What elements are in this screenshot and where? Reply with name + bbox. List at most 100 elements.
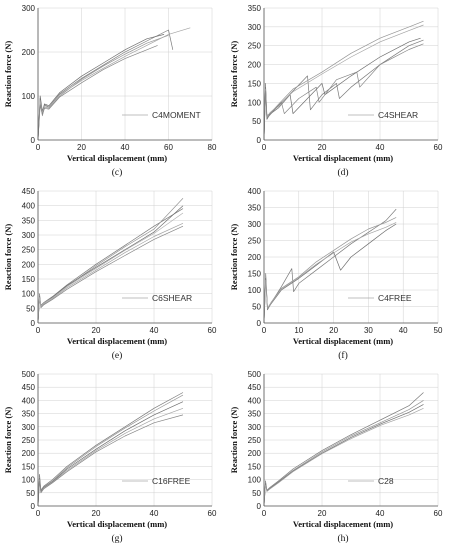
x-tick-label: 60: [208, 326, 217, 335]
y-tick-label: 450: [22, 383, 36, 392]
chart-svg: 0 20 40 60 0 50 100 150 200 250 300 350 Vertical dis…: [229, 4, 443, 178]
x-tick-label: 40: [150, 509, 159, 518]
y-tick-label: 250: [248, 42, 262, 51]
y-tick-label: 350: [248, 4, 262, 13]
y-tick-label: 0: [257, 319, 262, 328]
x-axis-title: Vertical displacement (mm): [293, 519, 393, 529]
x-tick-label: 60: [434, 143, 443, 152]
y-tick-label: 100: [22, 92, 36, 101]
chart-panel-4: 0 20 40 60 0 50 100 150 200 250 300 350 400 450 500 Ver…: [0, 366, 225, 549]
series-line-0: [263, 392, 424, 507]
series-line-2: [263, 404, 424, 507]
y-tick-label: 200: [248, 449, 262, 458]
y-tick-label: 250: [22, 436, 36, 445]
y-tick-label: 150: [248, 79, 262, 88]
y-axis-title: Reaction force (N): [3, 407, 13, 474]
chart-svg: 0 20 40 60 80 0 100 200 300 Vertical displacement…: [3, 4, 217, 178]
x-tick-label: 60: [208, 509, 217, 518]
y-tick-label: 100: [248, 286, 262, 295]
y-tick-label: 250: [248, 237, 262, 246]
series-line-3: [263, 222, 397, 324]
y-tick-label: 400: [22, 396, 36, 405]
y-tick-label: 0: [31, 319, 36, 328]
x-tick-label: 60: [434, 509, 443, 518]
series-line-3: [263, 407, 424, 507]
series-line-1: [263, 20, 424, 141]
series-line-5: [37, 212, 184, 324]
y-axis-title: Reaction force (N): [3, 224, 13, 291]
chart-svg: 0 20 40 60 0 50 100 150 200 250 300 350 400 450 500 Ver…: [3, 370, 217, 544]
x-tick-label: 0: [36, 326, 41, 335]
y-tick-label: 200: [22, 449, 36, 458]
y-tick-label: 350: [248, 410, 262, 419]
panel-caption: (c): [112, 167, 123, 178]
y-tick-label: 500: [22, 370, 36, 379]
legend-label: C16FREE: [152, 476, 191, 486]
y-tick-label: 300: [248, 220, 262, 229]
y-tick-label: 450: [248, 383, 262, 392]
y-tick-label: 150: [22, 462, 36, 471]
y-axis-title: Reaction force (N): [3, 41, 13, 108]
panel-caption: (f): [338, 350, 348, 361]
series-line-2: [263, 37, 421, 141]
y-tick-label: 150: [248, 462, 262, 471]
x-tick-label: 0: [262, 143, 267, 152]
legend-label: C28: [378, 476, 394, 486]
y-tick-label: 50: [26, 489, 35, 498]
series-line-2: [37, 34, 165, 141]
y-axis-title: Reaction force (N): [229, 41, 239, 108]
x-tick-label: 20: [329, 326, 338, 335]
x-axis-title: Vertical displacement (mm): [67, 336, 167, 346]
y-tick-label: 200: [22, 260, 36, 269]
y-tick-label: 0: [257, 136, 262, 145]
y-tick-label: 150: [22, 275, 36, 284]
x-tick-label: 0: [262, 326, 267, 335]
series-line-3: [37, 407, 184, 507]
x-tick-label: 40: [376, 509, 385, 518]
y-tick-label: 200: [22, 48, 36, 57]
x-tick-label: 20: [92, 326, 101, 335]
panel-caption: (d): [337, 167, 348, 178]
y-tick-label: 0: [31, 502, 36, 511]
x-tick-label: 60: [164, 143, 173, 152]
x-tick-label: 0: [36, 509, 41, 518]
y-tick-label: 350: [22, 216, 36, 225]
y-tick-label: 50: [252, 489, 261, 498]
x-tick-label: 20: [318, 143, 327, 152]
chart-panel-1: 0 20 40 60 0 50 100 150 200 250 300 350 Vertical dis…: [226, 0, 451, 183]
series-line-3: [37, 27, 191, 141]
series-line-0: [37, 392, 184, 507]
y-tick-label: 300: [22, 231, 36, 240]
series-line-2: [37, 401, 184, 507]
y-tick-label: 100: [248, 98, 262, 107]
x-tick-label: 40: [150, 326, 159, 335]
x-axis-title: Vertical displacement (mm): [293, 336, 393, 346]
y-tick-label: 300: [22, 423, 36, 432]
y-tick-label: 350: [248, 204, 262, 213]
y-tick-label: 350: [22, 410, 36, 419]
series-line-4: [263, 43, 424, 141]
x-tick-label: 50: [434, 326, 443, 335]
chart-svg: 0 20 40 60 0 50 100 150 200 250 300 350 400 450 500 Ver…: [229, 370, 443, 544]
x-axis-title: Vertical displacement (mm): [293, 153, 393, 163]
legend-label: C4SHEAR: [378, 110, 418, 120]
chart-panel-0: 0 20 40 60 80 0 100 200 300 Vertical displacement…: [0, 0, 225, 183]
x-tick-label: 20: [92, 509, 101, 518]
chart-panel-2: 0 20 40 60 0 50 100 150 200 250 300 350 400 450 Vertic…: [0, 183, 225, 366]
y-tick-label: 500: [248, 370, 262, 379]
x-axis-title: Vertical displacement (mm): [67, 519, 167, 529]
series-line-1: [263, 217, 397, 324]
legend-label: C4MOMENT: [152, 110, 201, 120]
series-line-2: [263, 223, 397, 324]
legend-label: C4FREE: [378, 293, 412, 303]
panel-caption: (e): [112, 350, 123, 361]
series-line-3: [263, 24, 424, 141]
panel-caption: (g): [111, 533, 122, 544]
series-line-0: [263, 39, 424, 141]
y-tick-label: 50: [26, 304, 35, 313]
series-line-1: [37, 34, 169, 141]
y-tick-label: 300: [248, 23, 262, 32]
x-tick-label: 10: [294, 326, 303, 335]
y-tick-label: 50: [252, 117, 261, 126]
